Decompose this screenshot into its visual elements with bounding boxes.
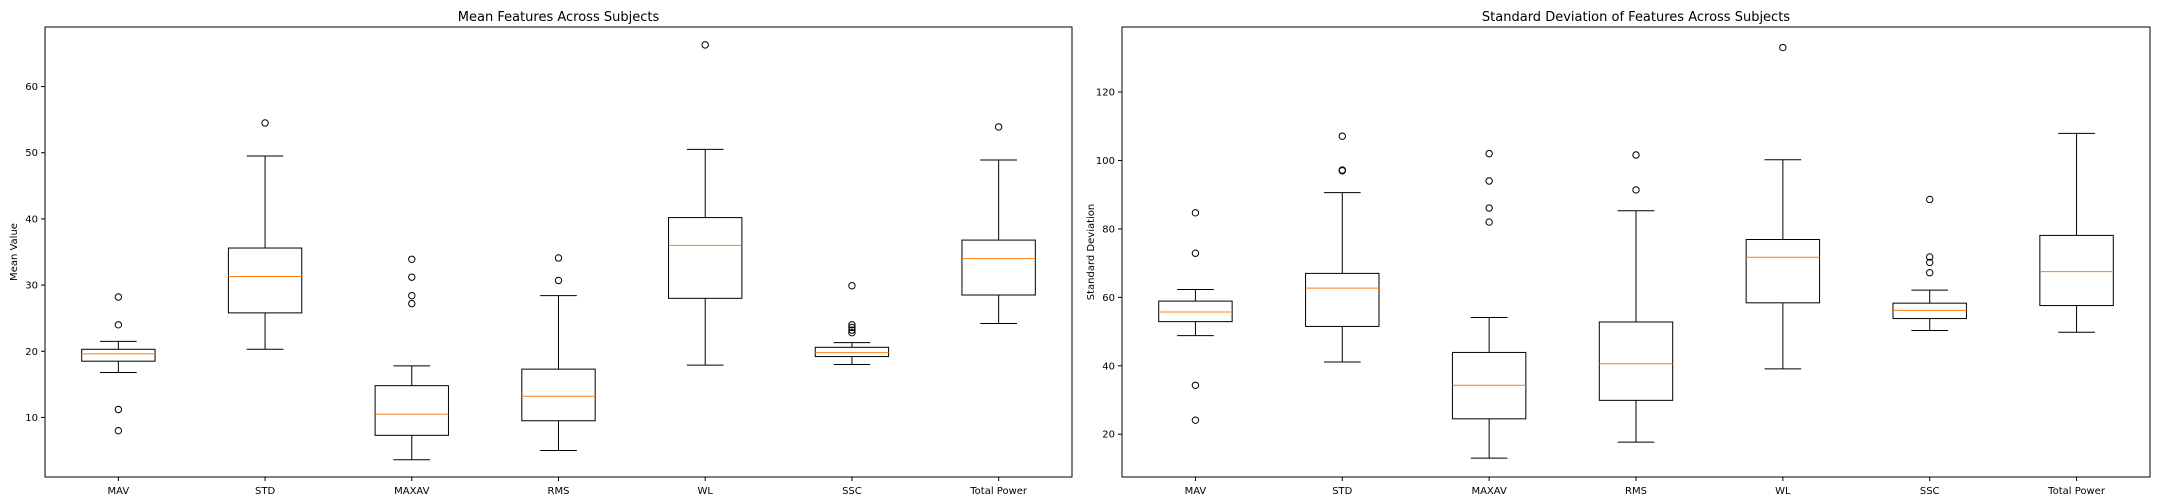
std-x-tick-label: MAXAV — [1471, 486, 1507, 497]
outlier-point — [554, 276, 563, 285]
iqr-box — [521, 368, 596, 422]
outlier-point — [1191, 209, 1200, 217]
std-box-ssc — [1892, 195, 1967, 332]
mean-x-tick-label: RMS — [548, 486, 570, 497]
outlier-point — [1191, 249, 1200, 257]
outlier-point — [1191, 416, 1200, 424]
mean-y-tick-label: 20 — [25, 347, 38, 358]
std-x-tick-label: RMS — [1625, 486, 1647, 497]
mean-y-tick-label: 30 — [25, 281, 38, 292]
std-chart-title: Standard Deviation of Features Across Su… — [1482, 10, 1790, 25]
std-x-tick-label: WL — [1775, 486, 1791, 497]
outlier-point — [1338, 167, 1346, 175]
outlier-point — [1926, 195, 1934, 204]
std-x-tick-label: Total Power — [2047, 486, 2106, 497]
outlier-point — [848, 326, 856, 334]
std-y-tick-label: 100 — [1096, 156, 1115, 167]
mean-chart: Mean Features Across Subjects Mean Value 1… — [9, 10, 1073, 497]
outlier-point — [848, 323, 856, 332]
mean-y-tick-label: 60 — [25, 82, 38, 93]
outlier-point — [1926, 269, 1934, 277]
mean-x-tick-label: MAXAV — [394, 486, 430, 497]
mean-y-axis-label: Mean Value — [9, 223, 20, 281]
mean-chart-title: Mean Features Across Subjects — [458, 10, 660, 25]
mean-box-wl — [668, 41, 743, 366]
outlier-point — [1485, 218, 1493, 226]
outlier-point — [1926, 258, 1934, 267]
outlier-point — [114, 426, 123, 435]
std-box-total-power — [2039, 132, 2114, 333]
mean-x-tick-label: SSC — [842, 486, 862, 497]
outlier-point — [408, 273, 416, 281]
std-y-tick-label: 80 — [1102, 224, 1115, 235]
mean-x-tick-label: Total Power — [969, 486, 1028, 497]
std-y-tick-label: 20 — [1102, 430, 1115, 441]
iqr-box — [1305, 272, 1380, 327]
outlier-point — [114, 293, 123, 301]
mean-box-rms — [521, 254, 596, 452]
mean-y-tick-label: 10 — [25, 413, 38, 424]
iqr-box — [668, 217, 743, 299]
std-y-axis-label: Standard Deviation — [1086, 204, 1097, 301]
outlier-point — [848, 282, 856, 290]
outlier-point — [408, 255, 416, 263]
std-x-tick-label: SSC — [1920, 486, 1940, 497]
outlier-point — [848, 321, 856, 329]
mean-box-mav — [81, 293, 156, 435]
outlier-point — [554, 254, 563, 262]
iqr-box — [1745, 239, 1821, 304]
outlier-point — [1632, 186, 1640, 194]
std-x-tick-label: MAV — [1185, 486, 1207, 497]
outlier-point — [408, 299, 416, 308]
std-box-std — [1305, 132, 1380, 363]
mean-box-total-power — [961, 123, 1036, 324]
outlier-point — [701, 41, 709, 49]
std-y-tick-label: 60 — [1102, 293, 1115, 304]
iqr-box — [1598, 321, 1674, 401]
outlier-point — [1632, 151, 1640, 159]
iqr-box — [2039, 234, 2114, 307]
iqr-box — [1892, 302, 1967, 320]
iqr-box — [814, 346, 890, 358]
outlier-point — [114, 321, 123, 329]
std-y-tick-label: 40 — [1102, 361, 1115, 372]
outlier-point — [848, 329, 856, 337]
outlier-point — [408, 291, 416, 300]
mean-box-maxav — [374, 255, 449, 461]
mean-box-ssc — [814, 282, 890, 365]
iqr-box — [227, 247, 303, 314]
std-box-rms — [1598, 151, 1674, 443]
outlier-point — [1779, 43, 1787, 52]
outlier-point — [1485, 149, 1493, 158]
outlier-point — [261, 119, 269, 127]
iqr-box — [961, 239, 1036, 296]
outlier-point — [1191, 381, 1200, 389]
outlier-point — [1485, 177, 1493, 185]
mean-x-tick-label: STD — [255, 486, 275, 497]
std-x-tick-label: STD — [1332, 486, 1352, 497]
std-box-maxav — [1451, 149, 1527, 459]
outlier-point — [994, 123, 1003, 131]
std-box-mav — [1158, 209, 1233, 424]
outlier-point — [114, 405, 123, 414]
mean-box-std — [227, 119, 303, 350]
iqr-box — [374, 385, 449, 436]
std-box-wl — [1745, 43, 1821, 370]
mean-y-tick-label: 40 — [25, 214, 38, 225]
mean-axes-frame — [44, 26, 1073, 478]
std-y-tick-label: 120 — [1096, 88, 1115, 99]
iqr-box — [1158, 300, 1233, 323]
outlier-point — [1338, 132, 1346, 140]
iqr-box — [81, 348, 156, 362]
mean-x-tick-label: MAV — [108, 486, 130, 497]
std-chart: Standard Deviation of Features Across Su… — [1086, 10, 2151, 497]
mean-y-tick-label: 50 — [25, 148, 38, 159]
mean-x-tick-label: WL — [697, 486, 713, 497]
outlier-point — [1485, 204, 1493, 212]
outlier-point — [1926, 253, 1934, 261]
